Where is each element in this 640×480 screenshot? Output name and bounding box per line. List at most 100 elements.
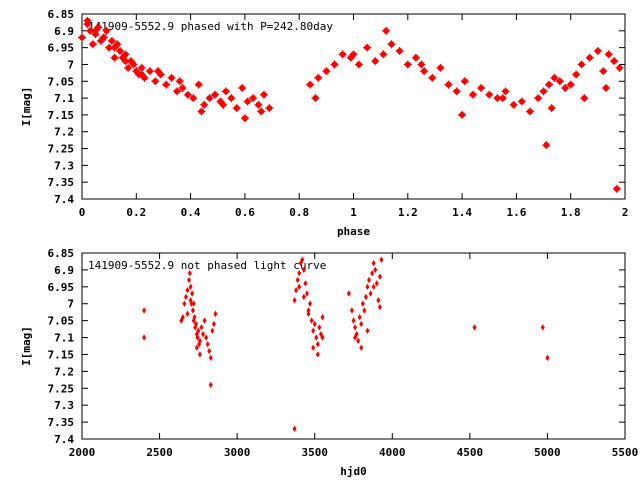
data-point bbox=[292, 425, 297, 433]
data-point bbox=[315, 351, 320, 358]
data-point bbox=[210, 327, 215, 334]
data-point bbox=[199, 324, 204, 331]
data-point bbox=[420, 67, 429, 76]
data-point bbox=[188, 283, 193, 291]
x-tick-label: 1.8 bbox=[561, 206, 581, 219]
data-point bbox=[227, 94, 236, 103]
data-point bbox=[376, 297, 381, 304]
y-tick-label: 7.3 bbox=[54, 159, 74, 172]
data-point bbox=[197, 107, 206, 116]
data-point bbox=[382, 26, 391, 35]
data-point bbox=[185, 310, 190, 318]
data-point bbox=[311, 327, 316, 334]
data-point bbox=[306, 307, 311, 314]
y-tick-label: 7.05 bbox=[48, 315, 75, 328]
data-point bbox=[78, 33, 86, 42]
data-point bbox=[137, 63, 146, 72]
data-point bbox=[545, 354, 550, 362]
data-point bbox=[303, 280, 308, 287]
data-point bbox=[458, 110, 467, 119]
data-point bbox=[572, 70, 581, 79]
x-tick-label: 0.2 bbox=[126, 206, 146, 219]
data-points bbox=[78, 16, 624, 193]
data-point bbox=[501, 87, 510, 96]
data-point bbox=[194, 80, 203, 89]
y-tick-label: 7.4 bbox=[54, 193, 74, 206]
data-point bbox=[142, 307, 147, 314]
data-point bbox=[240, 114, 249, 123]
x-tick-label: 1.6 bbox=[506, 206, 526, 219]
data-point bbox=[259, 90, 268, 99]
data-point bbox=[561, 84, 570, 92]
data-point bbox=[365, 283, 370, 291]
y-tick-label: 7.4 bbox=[54, 433, 74, 446]
data-point bbox=[110, 53, 119, 62]
data-point bbox=[102, 26, 111, 35]
data-point bbox=[395, 47, 404, 55]
data-point bbox=[373, 266, 378, 274]
data-point bbox=[444, 80, 453, 89]
data-point bbox=[460, 77, 469, 86]
data-point bbox=[525, 107, 534, 116]
data-point bbox=[91, 26, 100, 35]
data-point bbox=[219, 100, 228, 109]
data-point bbox=[88, 40, 97, 49]
unphased-light-curve-chart: 141909-5552.9 not phased light curve hjd… bbox=[20, 247, 638, 478]
y-tick-label: 6.85 bbox=[48, 247, 75, 260]
data-point bbox=[211, 90, 220, 99]
y-tick-label: 6.95 bbox=[48, 281, 75, 294]
data-point bbox=[377, 273, 382, 280]
data-point bbox=[151, 77, 160, 86]
y-tick-label: 7.35 bbox=[48, 176, 75, 189]
y-tick-label: 7.25 bbox=[48, 382, 75, 395]
data-point bbox=[154, 67, 163, 76]
data-point bbox=[311, 94, 320, 103]
data-points bbox=[142, 256, 550, 433]
data-point bbox=[539, 87, 548, 96]
data-point bbox=[354, 60, 363, 69]
data-point bbox=[379, 256, 384, 263]
x-tick-label: 4500 bbox=[457, 446, 484, 459]
data-point bbox=[137, 70, 146, 79]
data-point bbox=[498, 94, 507, 103]
data-point bbox=[292, 297, 297, 304]
data-point bbox=[110, 43, 119, 52]
data-point bbox=[257, 107, 266, 116]
y-axis-label: I[mag] bbox=[20, 326, 33, 366]
x-axis-label: phase bbox=[337, 225, 370, 238]
x-tick-label: 0.8 bbox=[289, 206, 309, 219]
data-point bbox=[205, 94, 214, 103]
y-tick-label: 7.15 bbox=[48, 348, 75, 361]
data-point bbox=[207, 347, 212, 355]
data-point bbox=[601, 84, 610, 92]
data-point bbox=[320, 334, 325, 341]
data-point bbox=[311, 344, 316, 351]
data-point bbox=[204, 334, 209, 341]
x-tick-label: 2000 bbox=[69, 446, 96, 459]
data-point bbox=[403, 60, 412, 69]
data-point bbox=[371, 57, 380, 66]
x-tick-label: 0.6 bbox=[235, 206, 255, 219]
data-point bbox=[320, 314, 325, 321]
data-point bbox=[379, 50, 388, 59]
data-point bbox=[211, 320, 216, 328]
data-point bbox=[317, 324, 322, 331]
data-point bbox=[124, 63, 133, 72]
data-point bbox=[550, 73, 559, 82]
data-point bbox=[349, 307, 354, 314]
data-point bbox=[314, 334, 319, 341]
x-axis-label: hjd0 bbox=[340, 465, 367, 478]
data-point bbox=[370, 270, 375, 277]
data-point bbox=[183, 293, 188, 301]
data-point bbox=[254, 100, 263, 109]
x-tick-label: 1.2 bbox=[398, 206, 418, 219]
y-axis-label: I[mag] bbox=[20, 87, 33, 127]
data-point bbox=[308, 300, 313, 307]
data-point bbox=[201, 330, 206, 338]
data-point bbox=[349, 50, 358, 59]
data-point bbox=[371, 283, 376, 291]
data-point bbox=[208, 381, 213, 389]
data-point bbox=[116, 47, 125, 55]
data-point bbox=[359, 320, 364, 328]
data-point bbox=[359, 344, 364, 351]
